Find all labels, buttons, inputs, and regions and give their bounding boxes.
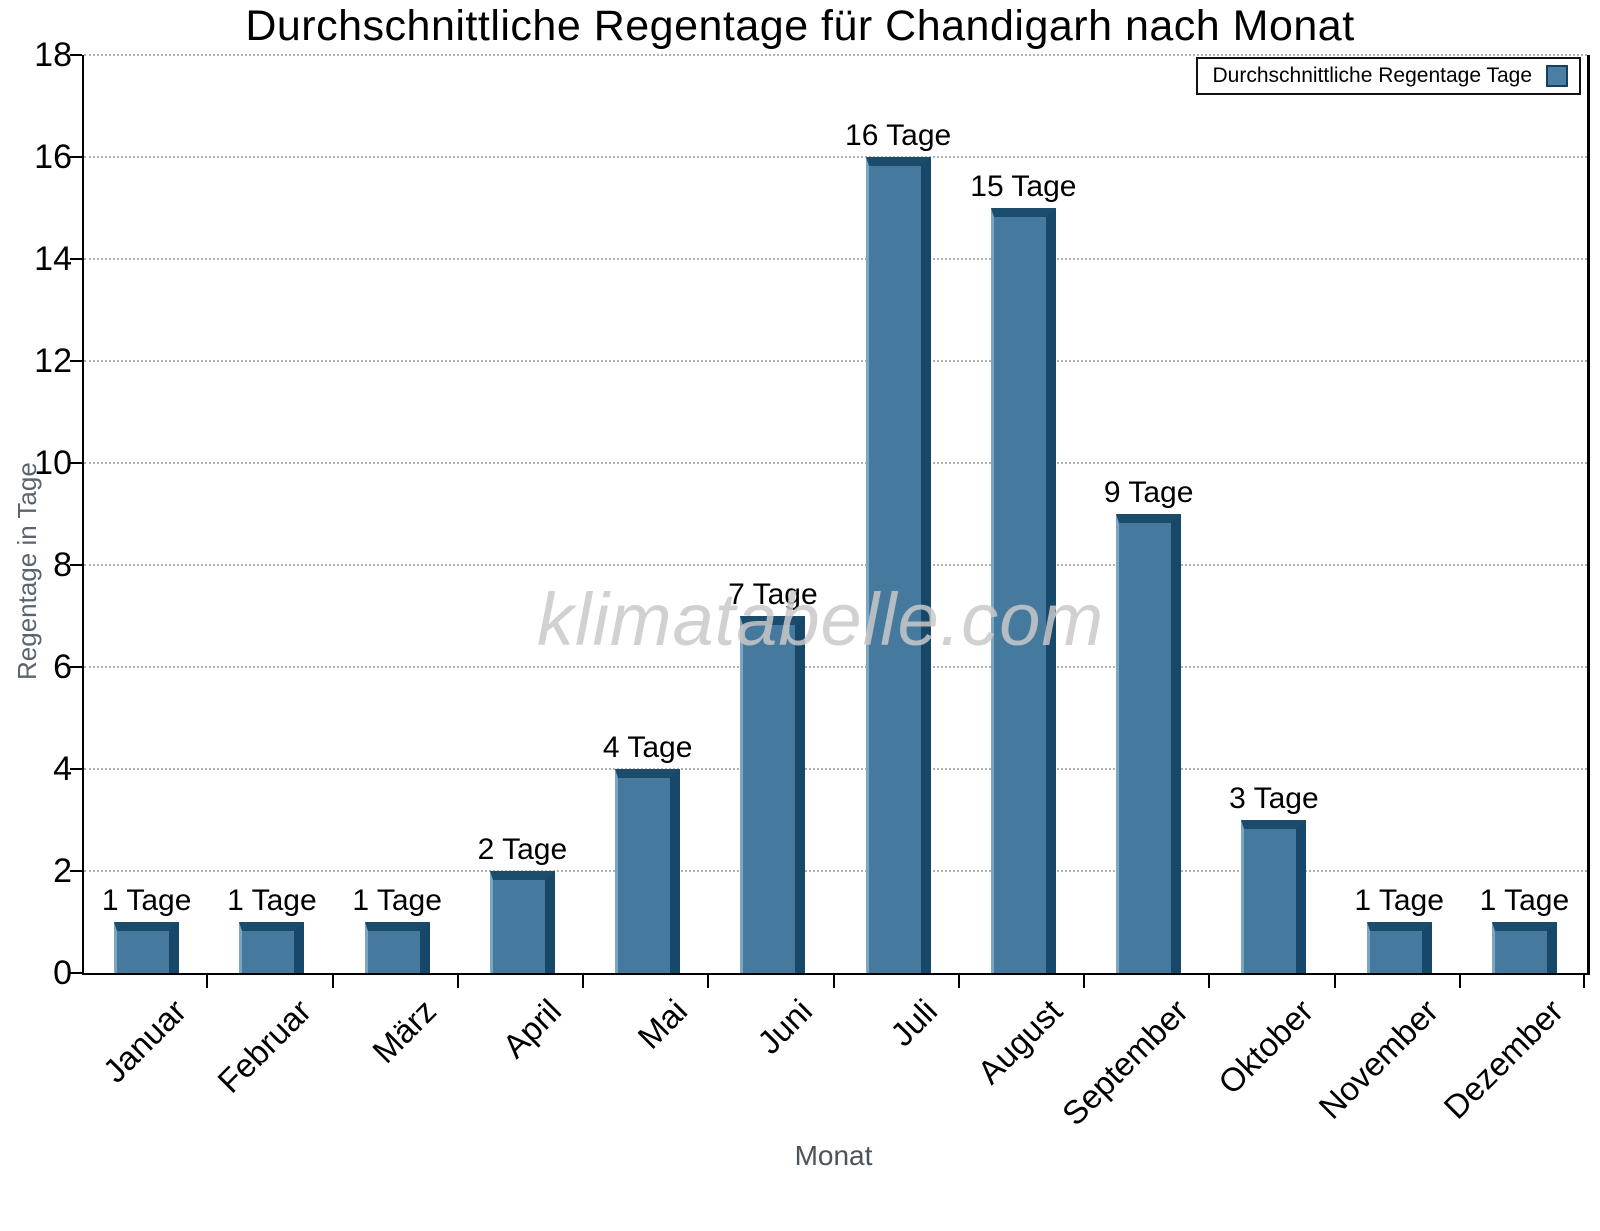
x-label-juni: Juni xyxy=(750,992,820,1061)
bar-band-juni: 7 Tage xyxy=(710,55,835,973)
bar-band-juli: 16 Tage xyxy=(836,55,961,973)
bar-value-label: 1 Tage xyxy=(1479,884,1570,917)
bar-value-label: 7 Tage xyxy=(728,578,818,611)
bar-september xyxy=(1116,514,1182,973)
legend: Durchschnittliche Regentage Tage xyxy=(1195,57,1581,95)
x-tick-3 xyxy=(456,975,459,988)
y-tick-6 xyxy=(70,666,82,668)
y-tick-4 xyxy=(70,768,82,770)
bar-band-august: 15 Tage xyxy=(961,55,1086,973)
x-label-september: September xyxy=(1054,992,1195,1133)
x-tick-2 xyxy=(331,975,334,988)
bar-value-label: 9 Tage xyxy=(1103,476,1194,509)
gridline-y8 xyxy=(84,564,1587,566)
bar-band-januar: 1 Tage xyxy=(84,55,209,973)
bar-oktober xyxy=(1241,820,1307,973)
gridline-y16 xyxy=(84,156,1587,158)
y-tick-16 xyxy=(70,156,82,158)
y-tick-label-10: 10 xyxy=(34,444,72,482)
bar-april xyxy=(489,871,555,973)
y-tick-label-6: 6 xyxy=(53,648,72,686)
x-label-november: November xyxy=(1311,992,1446,1126)
bar-band-märz: 1 Tage xyxy=(335,55,460,973)
x-label-juli: Juli xyxy=(883,992,945,1054)
bar-november xyxy=(1366,922,1432,973)
y-tick-label-12: 12 xyxy=(34,342,72,380)
bar-band-mai: 4 Tage xyxy=(585,55,710,973)
y-tick-10 xyxy=(70,462,82,464)
x-tick-9 xyxy=(1208,975,1211,988)
y-tick-8 xyxy=(70,564,82,566)
gridline-y4 xyxy=(84,768,1587,770)
y-tick-2 xyxy=(70,870,82,872)
bar-juni xyxy=(740,616,806,973)
x-axis-title: Monat xyxy=(794,1140,873,1171)
x-tick-11 xyxy=(1458,975,1461,988)
chart-title: Durchschnittliche Regentage für Chandiga… xyxy=(245,2,1355,50)
x-label-märz: März xyxy=(365,992,444,1071)
gridline-y12 xyxy=(84,360,1587,362)
gridline-y14 xyxy=(84,258,1587,260)
bar-value-label: 16 Tage xyxy=(845,119,952,152)
bar-band-april: 2 Tage xyxy=(460,55,585,973)
x-tick-4 xyxy=(582,975,584,988)
x-tick-10 xyxy=(1333,975,1336,988)
x-tick-5 xyxy=(707,975,710,988)
x-tick-7 xyxy=(957,975,960,988)
x-tick-1 xyxy=(206,975,209,988)
x-label-august: August xyxy=(970,992,1070,1091)
gridline-y10 xyxy=(84,462,1587,464)
x-label-mai: Mai xyxy=(630,992,694,1056)
gridline-y18 xyxy=(84,54,1587,56)
y-tick-0 xyxy=(70,972,82,974)
bar-value-label: 1 Tage xyxy=(352,884,442,917)
x-tick-12 xyxy=(1583,975,1585,988)
bar-value-label: 1 Tage xyxy=(227,884,317,917)
gridline-y6 xyxy=(84,666,1587,668)
bar-value-label: 3 Tage xyxy=(1229,782,1319,815)
bar-value-label: 1 Tage xyxy=(101,884,192,917)
bar-januar xyxy=(114,922,180,973)
bar-dezember xyxy=(1491,922,1557,973)
bar-value-label: 2 Tage xyxy=(477,833,568,866)
bar-juli xyxy=(865,157,931,973)
y-tick-14 xyxy=(70,258,82,260)
watermark: klimatabelle.com xyxy=(537,578,1105,661)
y-tick-label-16: 16 xyxy=(34,138,72,176)
y-tick-label-2: 2 xyxy=(53,852,72,890)
gridline-y2 xyxy=(84,870,1587,872)
legend-swatch-icon xyxy=(1546,65,1568,87)
x-tick-8 xyxy=(1083,975,1085,988)
bar-märz xyxy=(364,922,430,973)
bar-band-oktober: 3 Tage xyxy=(1211,55,1336,973)
y-tick-label-14: 14 xyxy=(34,240,72,278)
bar-band-dezember: 1 Tage xyxy=(1462,55,1587,973)
bar-value-label: 15 Tage xyxy=(970,170,1077,203)
x-label-april: April xyxy=(495,992,569,1065)
bar-februar xyxy=(239,922,305,973)
y-tick-12 xyxy=(70,360,82,362)
bar-value-label: 4 Tage xyxy=(602,731,693,764)
plot-area: klimatabelle.com 1 Tage 1 Tage 1 Tage 2 Tag… xyxy=(82,54,1590,975)
x-label-dezember: Dezember xyxy=(1436,992,1571,1126)
x-label-oktober: Oktober xyxy=(1210,992,1321,1102)
legend-label: Durchschnittliche Regentage Tage xyxy=(1212,64,1532,87)
y-axis-title: Regentage in Tage xyxy=(12,462,42,680)
x-tick-6 xyxy=(832,975,835,988)
y-tick-label-8: 8 xyxy=(53,546,72,584)
bar-band-november: 1 Tage xyxy=(1337,55,1462,973)
x-label-februar: Februar xyxy=(210,992,319,1100)
bar-band-september: 9 Tage xyxy=(1086,55,1211,973)
bar-value-label: 1 Tage xyxy=(1354,884,1444,917)
y-tick-label-0: 0 xyxy=(53,954,72,992)
bars-container: 1 Tage 1 Tage 1 Tage 2 Tage 4 Tage 7 Tage 16 T… xyxy=(84,55,1587,973)
y-tick-label-4: 4 xyxy=(53,750,72,788)
bar-band-februar: 1 Tage xyxy=(209,55,334,973)
bar-august xyxy=(990,208,1056,973)
y-tick-18 xyxy=(70,54,82,56)
bar-mai xyxy=(615,769,681,973)
y-tick-label-18: 18 xyxy=(34,36,72,74)
